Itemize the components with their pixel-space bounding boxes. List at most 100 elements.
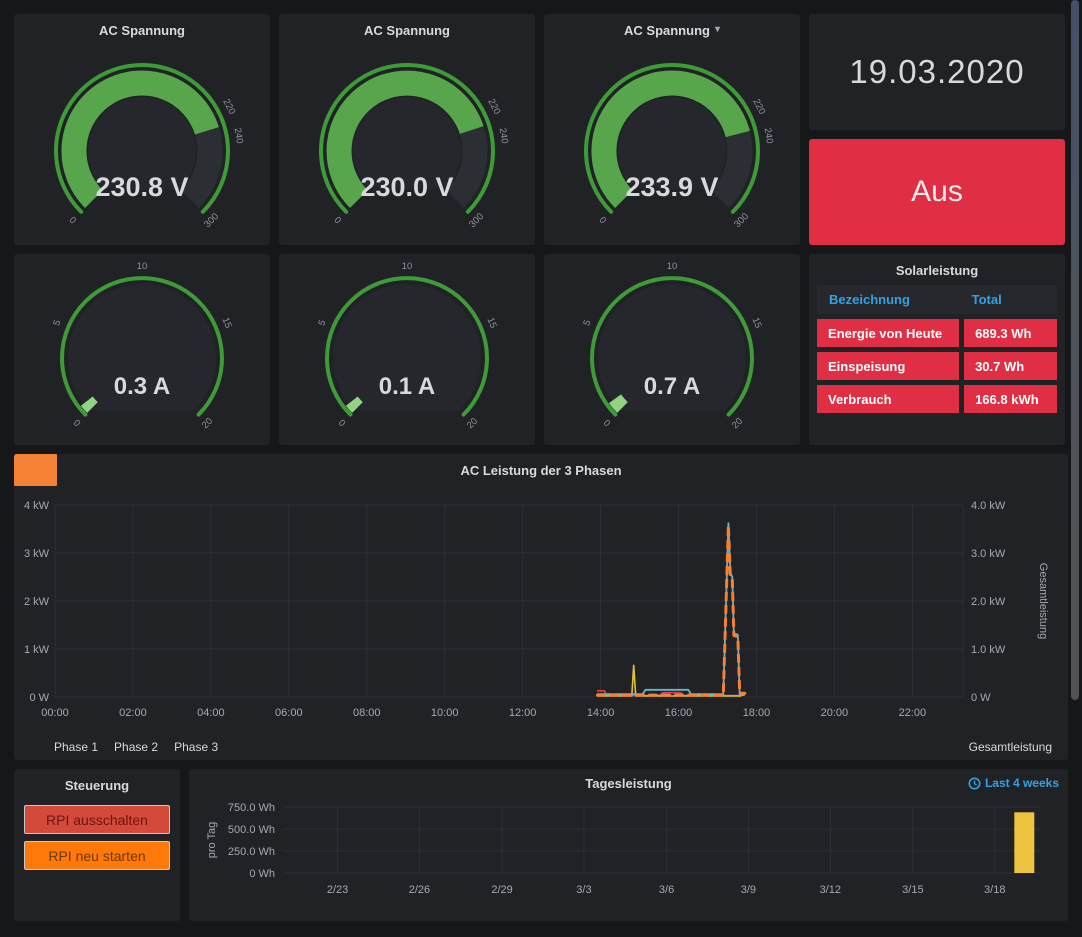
row-value: 689.3 Wh <box>964 319 1057 347</box>
panel-title-text: AC Spannung <box>364 23 450 38</box>
grafana-dashboard: AC Spannung 0 220 240 300 230.8 V AC Spannun… <box>0 0 1082 937</box>
column-header-bezeichnung[interactable]: Bezeichnung <box>817 292 966 307</box>
svg-text:230.8 V: 230.8 V <box>95 172 188 202</box>
line-chart-canvas[interactable]: 4 kW3 kW2 kW1 kW0 W4.0 kW3.0 kW2.0 kW1.0… <box>14 483 1065 733</box>
svg-text:240: 240 <box>497 127 510 144</box>
svg-text:0: 0 <box>597 215 609 227</box>
panel-title-solarleistung[interactable]: Solarleistung <box>809 254 1065 283</box>
legend-label: Phase 3 <box>174 740 218 754</box>
svg-text:0 Wh: 0 Wh <box>249 868 275 880</box>
panel-title-text: Solarleistung <box>896 263 978 278</box>
time-range-badge[interactable]: Last 4 weeks <box>968 776 1059 790</box>
rpi-shutdown-button[interactable]: RPI ausschalten <box>24 805 170 834</box>
svg-text:10: 10 <box>667 261 678 272</box>
panel-title-ac-leistung[interactable]: AC Leistung der 3 Phasen <box>14 454 1068 483</box>
svg-text:20: 20 <box>465 416 480 431</box>
svg-text:2/23: 2/23 <box>327 884 348 896</box>
svg-text:3/18: 3/18 <box>984 884 1005 896</box>
legend-item-gesamtleistung[interactable]: Gesamtleistung <box>969 740 1052 754</box>
right-column: 19.03.2020 Aus <box>809 14 1065 245</box>
svg-text:220: 220 <box>220 97 237 116</box>
svg-text:3 kW: 3 kW <box>24 548 50 560</box>
svg-text:22:00: 22:00 <box>899 707 927 719</box>
panel-title-ac-spannung-1[interactable]: AC Spannung <box>14 14 270 43</box>
svg-text:15: 15 <box>484 316 498 330</box>
panel-title-tagesleistung[interactable]: Tagesleistung <box>189 769 1068 795</box>
legend-item-phase-3[interactable]: Phase 3 <box>174 740 218 754</box>
legend-color-dash <box>14 454 57 486</box>
current-gauge-1: 051015200.3 A <box>14 254 270 445</box>
svg-text:250.0 Wh: 250.0 Wh <box>228 846 275 858</box>
svg-text:3/12: 3/12 <box>820 884 841 896</box>
svg-text:2.0 kW: 2.0 kW <box>971 596 1006 608</box>
legend-item-phase-2[interactable]: Phase 2 <box>114 740 158 754</box>
time-range-label: Last 4 weeks <box>985 776 1059 790</box>
row-voltage: AC Spannung 0 220 240 300 230.8 V AC Spannun… <box>14 14 1068 245</box>
svg-text:230.0 V: 230.0 V <box>360 172 453 202</box>
svg-text:10: 10 <box>137 261 148 272</box>
svg-text:02:00: 02:00 <box>119 707 147 719</box>
chevron-down-icon[interactable]: ▾ <box>715 25 720 35</box>
svg-text:14:00: 14:00 <box>587 707 615 719</box>
svg-text:3.0 kW: 3.0 kW <box>971 548 1006 560</box>
panel-title-steuerung[interactable]: Steuerung <box>14 769 180 798</box>
svg-text:3/3: 3/3 <box>576 884 591 896</box>
column-header-total[interactable]: Total <box>966 292 1057 307</box>
panel-current-1: 051015200.3 A <box>14 254 270 445</box>
panel-steuerung: Steuerung RPI ausschalten RPI neu starte… <box>14 769 180 921</box>
svg-text:04:00: 04:00 <box>197 707 225 719</box>
tagesleistung-header: Tagesleistung Last 4 weeks <box>189 769 1068 795</box>
svg-text:0: 0 <box>336 418 348 430</box>
svg-text:3/9: 3/9 <box>741 884 756 896</box>
row-name: Verbrauch <box>817 385 959 413</box>
svg-text:240: 240 <box>762 127 775 144</box>
date-value: 19.03.2020 <box>849 53 1024 91</box>
table-row: Einspeisung 30.7 Wh <box>817 352 1057 380</box>
svg-text:0: 0 <box>67 215 79 227</box>
page-scrollbar[interactable] <box>1071 0 1079 700</box>
current-gauge-2: 051015200.1 A <box>279 254 535 445</box>
svg-text:0 W: 0 W <box>971 692 991 704</box>
panel-current-2: 051015200.1 A <box>279 254 535 445</box>
svg-text:Gesamtleistung: Gesamtleistung <box>1037 563 1049 639</box>
panel-power-status[interactable]: Aus <box>809 139 1065 245</box>
legend-item-phase-1[interactable]: Phase 1 <box>54 740 98 754</box>
panel-title-ac-spannung-2[interactable]: AC Spannung <box>279 14 535 43</box>
svg-text:15: 15 <box>749 316 763 330</box>
svg-text:300: 300 <box>202 211 221 230</box>
panel-ac-leistung: AC Leistung der 3 Phasen 4 kW3 kW2 kW1 k… <box>14 454 1068 760</box>
legend-label: Phase 2 <box>114 740 158 754</box>
svg-text:18:00: 18:00 <box>743 707 771 719</box>
svg-text:0: 0 <box>71 418 83 430</box>
panel-solarleistung: Solarleistung Bezeichnung Total Energie … <box>809 254 1065 445</box>
solar-table-header: Bezeichnung Total <box>817 285 1057 314</box>
svg-text:3/15: 3/15 <box>902 884 923 896</box>
row-main-chart: AC Leistung der 3 Phasen 4 kW3 kW2 kW1 k… <box>14 454 1068 760</box>
svg-text:20:00: 20:00 <box>821 707 849 719</box>
panel-ac-spannung-2: AC Spannung 0220240300230.0 V <box>279 14 535 245</box>
svg-text:2/26: 2/26 <box>409 884 430 896</box>
bar-chart-canvas[interactable]: 750.0 Wh500.0 Wh250.0 Wh0 Wh2/232/262/29… <box>189 795 1065 917</box>
panel-title-text: AC Spannung <box>99 23 185 38</box>
voltage-gauge-1: 0220240300230.8 V <box>14 43 270 245</box>
svg-text:233.9 V: 233.9 V <box>625 172 718 202</box>
svg-text:15: 15 <box>219 316 233 330</box>
svg-text:08:00: 08:00 <box>353 707 381 719</box>
panel-title-text: Steuerung <box>65 778 129 793</box>
svg-text:16:00: 16:00 <box>665 707 693 719</box>
panel-title-text: AC Leistung der 3 Phasen <box>460 463 621 478</box>
rpi-restart-button[interactable]: RPI neu starten <box>24 841 170 870</box>
solar-table: Bezeichnung Total Energie von Heute 689.… <box>817 285 1057 413</box>
panel-tagesleistung: Tagesleistung Last 4 weeks 750.0 Wh500.0… <box>189 769 1068 921</box>
panel-title-ac-spannung-3[interactable]: AC Spannung ▾ <box>544 14 800 43</box>
svg-text:00:00: 00:00 <box>41 707 69 719</box>
panel-ac-spannung-3: AC Spannung ▾ 0 220 240 300 233.9 V <box>544 14 800 245</box>
table-row: Verbrauch 166.8 kWh <box>817 385 1057 413</box>
current-gauge-3: 051015200.7 A <box>544 254 800 445</box>
svg-text:300: 300 <box>732 211 751 230</box>
legend-label: Phase 1 <box>54 740 98 754</box>
panel-date: 19.03.2020 <box>809 14 1065 130</box>
svg-text:0.7 A: 0.7 A <box>644 373 700 400</box>
svg-text:0 W: 0 W <box>29 692 49 704</box>
svg-text:220: 220 <box>750 97 767 116</box>
